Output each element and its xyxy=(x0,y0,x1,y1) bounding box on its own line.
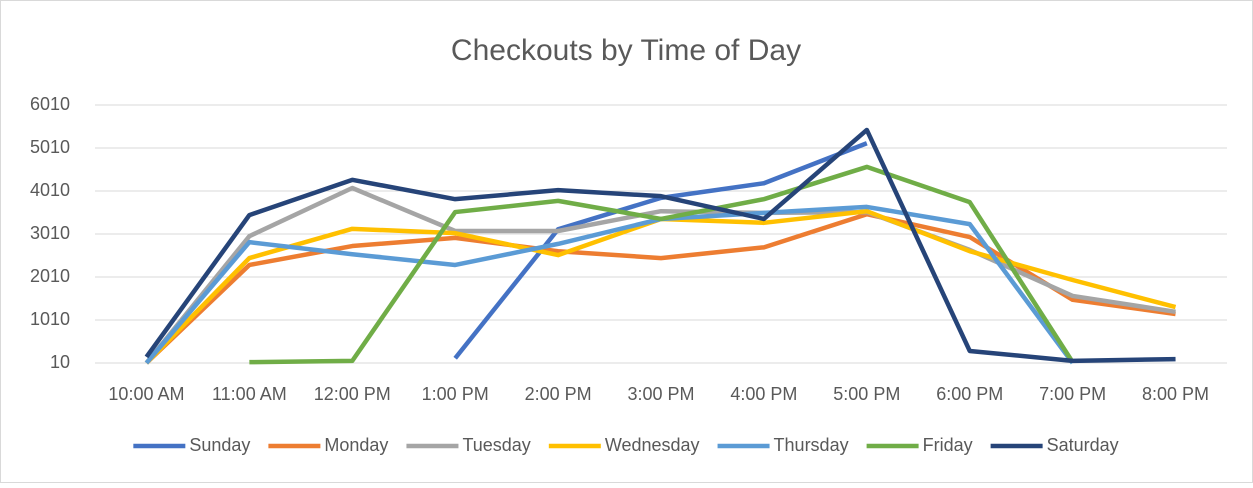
y-tick-label: 10 xyxy=(50,352,70,372)
legend-label: Saturday xyxy=(1047,435,1119,455)
x-tick-label: 10:00 AM xyxy=(108,384,184,404)
series-line xyxy=(249,164,1075,365)
legend-label: Wednesday xyxy=(605,435,700,455)
y-tick-label: 4010 xyxy=(30,180,70,200)
x-tick-label: 2:00 PM xyxy=(525,384,592,404)
y-tick-label: 6010 xyxy=(30,94,70,114)
x-tick-label: 11:00 AM xyxy=(212,384,287,404)
x-tick-label: 7:00 PM xyxy=(1039,384,1106,404)
legend-label: Tuesday xyxy=(462,435,530,455)
x-tick-label: 4:00 PM xyxy=(730,384,797,404)
x-tick-label: 8:00 PM xyxy=(1142,384,1209,404)
series-line xyxy=(144,185,1176,365)
x-tick-label: 3:00 PM xyxy=(627,384,694,404)
y-tick-label: 5010 xyxy=(30,137,70,157)
y-tick-label: 2010 xyxy=(30,266,70,286)
x-tick-label: 6:00 PM xyxy=(936,384,1003,404)
x-tick-label: 12:00 PM xyxy=(314,384,391,404)
y-tick-label: 1010 xyxy=(30,309,70,329)
chart-title: Checkouts by Time of Day xyxy=(451,34,801,67)
legend-label: Thursday xyxy=(774,435,849,455)
y-tick-label: 3010 xyxy=(30,223,70,243)
series-line xyxy=(144,204,1075,365)
legend-label: Sunday xyxy=(189,435,250,455)
x-tick-label: 5:00 PM xyxy=(833,384,900,404)
x-tick-label: 1:00 PM xyxy=(422,384,489,404)
series-line xyxy=(144,127,1176,364)
legend-label: Friday xyxy=(923,435,973,455)
legend-label: Monday xyxy=(324,435,388,455)
